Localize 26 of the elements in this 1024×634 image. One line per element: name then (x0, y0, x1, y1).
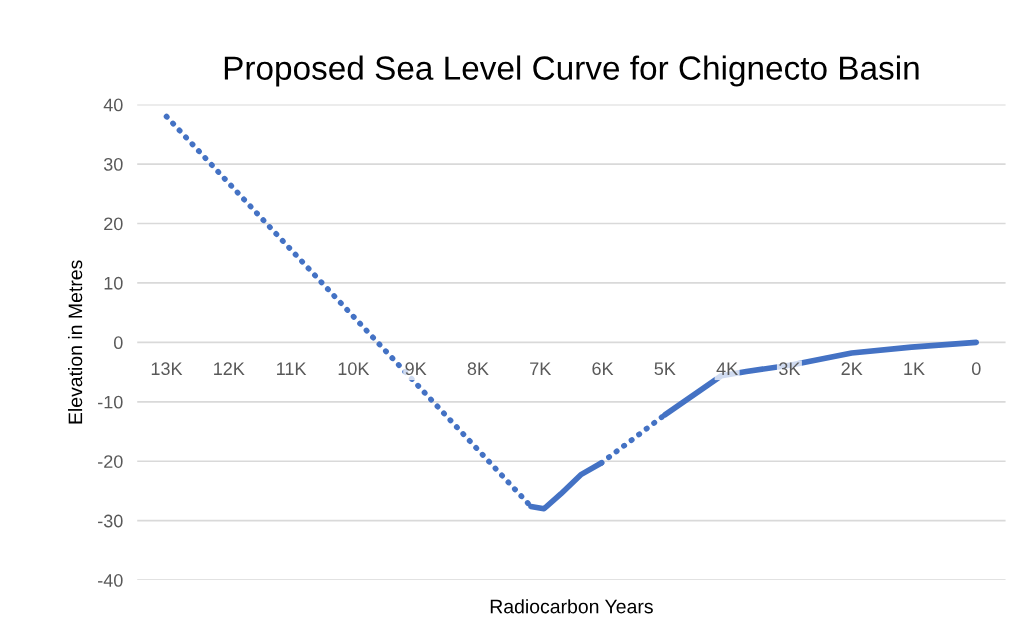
x-tick-label: 1K (904, 362, 925, 375)
y-tick-label: -30 (98, 514, 123, 528)
chart-title: Proposed Sea Level Curve for Chignecto Basin (224, 55, 919, 87)
x-tick-label: 2K (841, 362, 863, 375)
y-tick-label: -20 (98, 455, 123, 468)
y-axis-title: Elevation in Metres (68, 260, 83, 424)
y-tick-label: 30 (103, 157, 123, 171)
y-tick-label: -10 (98, 395, 123, 409)
x-tick-label: 13K (151, 362, 183, 376)
y-tick-label: -40 (98, 574, 123, 587)
y-tick-label: 20 (104, 217, 123, 231)
x-tick-label: 8K (467, 362, 489, 376)
x-axis-title: Radiocarbon Years (490, 599, 653, 614)
y-tick-label: 40 (103, 98, 123, 112)
x-tick-label: 9K (405, 362, 427, 376)
x-tick-label: 6K (592, 362, 614, 376)
x-tick-label: 0 (971, 362, 981, 376)
x-tick-label: 5K (654, 362, 676, 376)
x-tick-label: 7K (530, 362, 552, 375)
x-tick-label: 4K (716, 362, 738, 375)
y-tick-label: 10 (104, 276, 123, 290)
y-tick-label: 0 (113, 336, 123, 350)
x-tick-label: 3K (779, 362, 801, 376)
x-tick-label: 12K (214, 362, 245, 375)
x-tick-label: 11K (277, 362, 307, 375)
x-tick-label: 10K (338, 362, 370, 376)
